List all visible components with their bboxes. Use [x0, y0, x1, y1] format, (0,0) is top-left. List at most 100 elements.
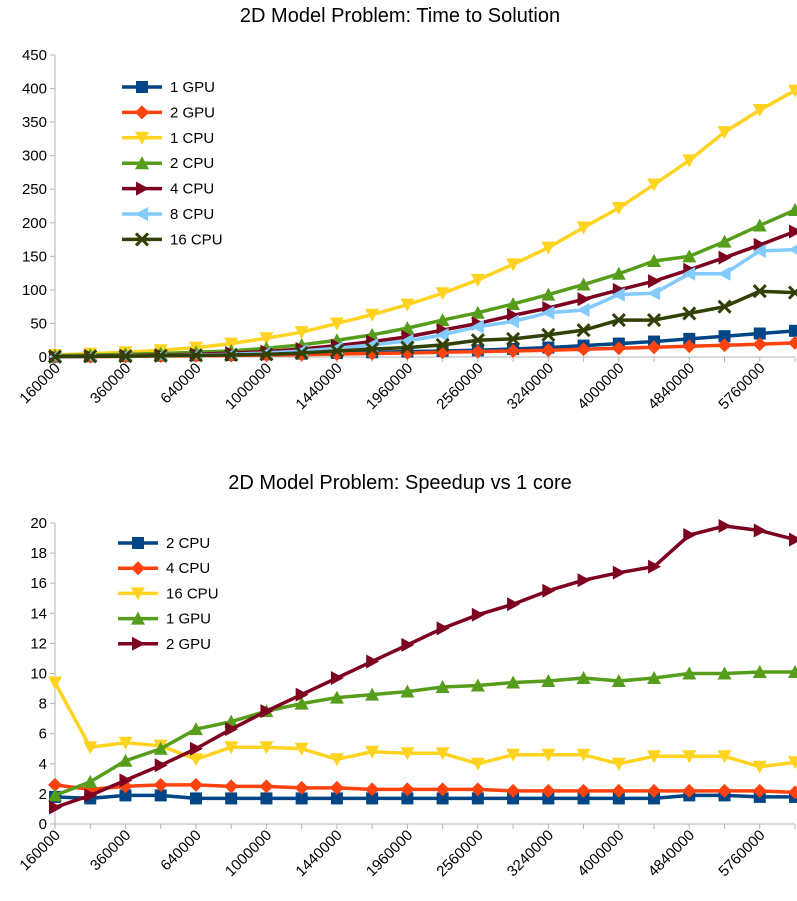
data-point: [330, 792, 343, 805]
y-tick-label: 400: [22, 81, 47, 98]
data-point: [83, 774, 98, 788]
legend-marker: [136, 181, 149, 196]
y-tick-label: 20: [30, 515, 47, 532]
data-point: [682, 783, 697, 798]
data-point: [647, 783, 662, 798]
data-point: [611, 202, 626, 216]
data-point: [752, 337, 767, 352]
data-point: [752, 760, 767, 774]
x-tick-label: 640000: [157, 360, 204, 407]
series-line: [54, 670, 795, 798]
x-tick-label: 1000000: [222, 360, 275, 413]
data-point: [541, 674, 556, 688]
data-point: [506, 258, 521, 272]
legend-label: 8 CPU: [170, 206, 214, 223]
data-point: [788, 335, 797, 350]
data-point: [507, 597, 521, 612]
x-tick-label: 1960000: [363, 827, 416, 880]
x-tick-label: 2560000: [433, 360, 486, 413]
data-point: [788, 785, 797, 800]
data-point: [153, 777, 168, 792]
y-tick-label: 14: [30, 605, 47, 622]
y-tick-label: 150: [22, 248, 47, 265]
legend-marker: [135, 105, 149, 120]
legend-marker: [135, 207, 148, 221]
series-1-gpu: [48, 664, 797, 802]
data-point: [507, 792, 520, 805]
data-point: [401, 792, 414, 805]
data-point: [435, 747, 450, 761]
data-point: [787, 285, 797, 300]
x-tick-label: 1000000: [222, 827, 275, 880]
data-point: [400, 782, 415, 797]
y-tick-label: 10: [30, 666, 47, 683]
data-point: [682, 306, 697, 321]
data-point: [435, 327, 449, 342]
data-point: [752, 284, 767, 299]
data-point: [646, 313, 662, 328]
series-line: [54, 524, 796, 810]
data-point: [717, 666, 732, 680]
data-point: [682, 266, 696, 281]
data-point: [329, 690, 344, 704]
data-point: [400, 321, 415, 335]
x-tick-label: 160000: [16, 827, 63, 874]
data-point: [576, 783, 591, 798]
data-point: [789, 224, 797, 239]
data-point: [576, 671, 591, 685]
y-tick-label: 2: [39, 786, 47, 803]
data-point: [611, 341, 626, 356]
x-tick-label: 1440000: [292, 827, 345, 880]
data-point: [717, 783, 732, 798]
data-point: [118, 753, 133, 767]
data-point: [576, 323, 591, 338]
data-point: [717, 750, 732, 764]
data-point: [788, 664, 797, 678]
data-point: [541, 241, 556, 255]
data-point: [682, 154, 697, 168]
data-point: [224, 347, 239, 363]
data-point: [576, 277, 591, 291]
data-point: [188, 348, 204, 363]
legend-marker: [135, 156, 149, 170]
data-point: [576, 221, 591, 235]
data-point: [471, 607, 485, 622]
x-tick-label: 3240000: [504, 360, 557, 413]
y-tick-label: 18: [30, 545, 47, 562]
data-point: [470, 273, 485, 287]
series-line: [54, 793, 795, 801]
y-tick-label: 0: [39, 349, 47, 366]
chart-title: 2D Model Problem: Speedup vs 1 core: [228, 472, 572, 494]
series-4-cpu: [48, 777, 797, 800]
data-point: [683, 528, 697, 543]
data-point: [470, 333, 485, 348]
legend-label: 2 CPU: [170, 155, 214, 172]
data-point: [753, 523, 767, 538]
data-point: [647, 254, 662, 268]
data-point: [789, 532, 797, 547]
data-point: [717, 338, 732, 353]
legend: 1 GPU 2 GPU 1 CPU 2 CPU 4 CPU 8 CPU 16 CPU: [122, 79, 223, 248]
data-point: [435, 337, 450, 352]
data-point: [189, 741, 203, 756]
data-point: [189, 792, 202, 805]
legend-label: 16 CPU: [166, 585, 219, 602]
data-point: [506, 343, 521, 358]
data-point: [188, 722, 203, 736]
x-tick-label: 4000000: [574, 360, 627, 413]
series-2-gpu: [49, 519, 797, 815]
data-point: [576, 342, 591, 357]
data-point: [294, 780, 309, 795]
x-tick-label: 2560000: [433, 827, 486, 880]
y-tick-label: 300: [22, 148, 47, 165]
data-point: [329, 317, 344, 331]
data-point: [260, 792, 273, 805]
data-point: [435, 782, 450, 797]
data-point: [752, 664, 767, 678]
data-point: [683, 332, 696, 345]
y-tick-label: 350: [22, 114, 47, 131]
data-point: [717, 299, 732, 314]
data-point: [506, 314, 520, 329]
legend-label: 2 CPU: [166, 535, 210, 552]
